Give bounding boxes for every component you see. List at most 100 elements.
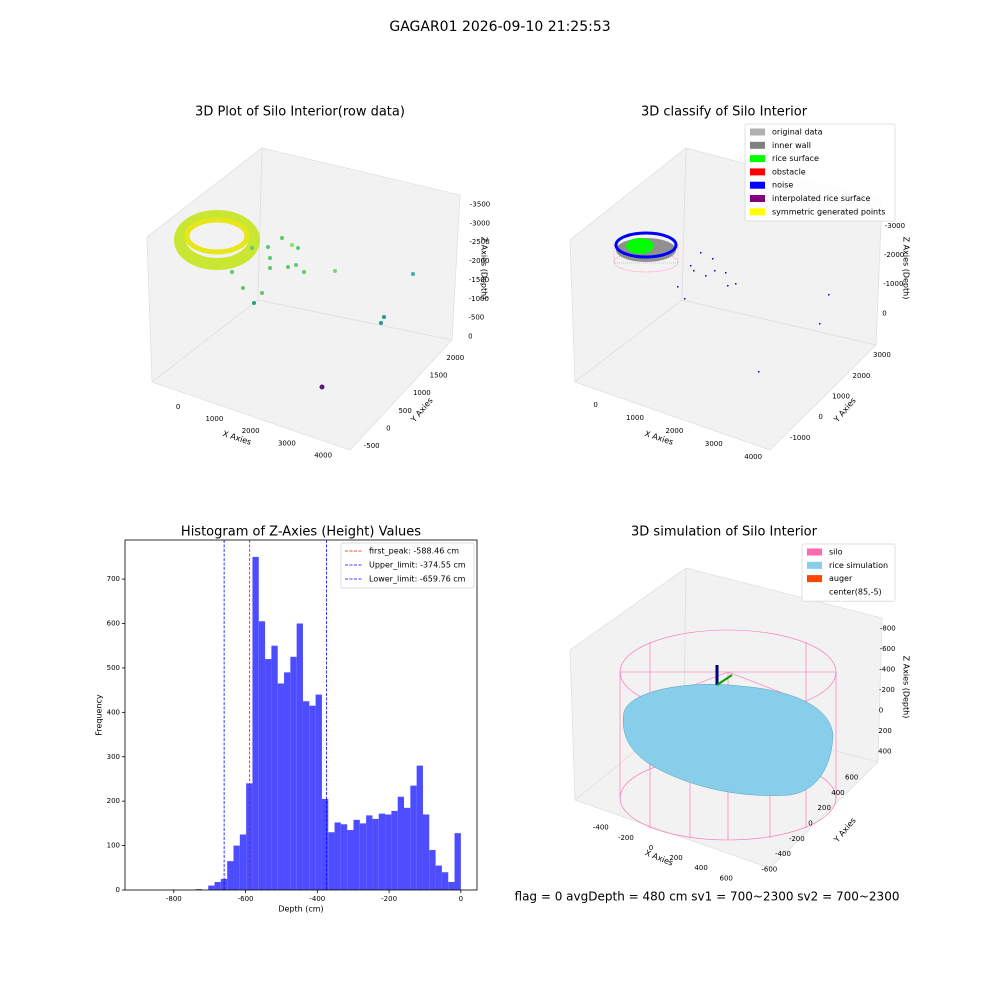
histogram-bar (321, 798, 329, 890)
legend-label: rice surface (772, 154, 819, 163)
y-tick-label: -400 (775, 850, 791, 858)
y-tick-label: 1500 (430, 372, 448, 380)
histogram-bar (441, 872, 449, 890)
z-tick-label: 400 (878, 748, 891, 756)
x-tick-label: -200 (618, 834, 634, 842)
histogram-bar (410, 785, 417, 890)
panel-title: 3D Plot of Silo Interior(row data) (195, 105, 405, 120)
z-tick-label: -3000 (885, 222, 905, 230)
y-tick-label: 0 (808, 820, 812, 828)
legend-swatch (750, 208, 765, 216)
histogram-bar (359, 823, 367, 890)
z-tick-label: 0 (879, 707, 883, 715)
y-tick-label: 400 (107, 708, 120, 716)
y-tick-label: -200 (789, 835, 805, 843)
histogram-bar (315, 694, 322, 890)
legend-swatch (750, 128, 765, 136)
x-tick-label: 3000 (278, 439, 296, 447)
z-tick-label: -3500 (470, 201, 490, 209)
x-tick-label: 2000 (242, 427, 260, 435)
y-tick-label: -500 (364, 442, 380, 450)
y-tick-label: 1000 (832, 392, 850, 400)
legend-label: original data (772, 128, 823, 137)
histogram-bar (391, 810, 398, 890)
legend-label: first_peak: -588.46 cm (369, 547, 459, 556)
x-tick-label: -400 (309, 895, 325, 903)
histogram-bar (246, 783, 253, 890)
z-tick-label: -1500 (469, 276, 489, 284)
histogram-bar (385, 814, 392, 890)
histogram-bar (239, 834, 247, 890)
y-axis-label: Y Axies (832, 816, 858, 845)
histogram-bar (429, 850, 436, 890)
x-tick-label: 1000 (626, 414, 644, 422)
histogram-bar (340, 824, 348, 890)
y-tick-label: 2000 (853, 372, 871, 380)
legend-label: noise (772, 181, 793, 190)
point-cloud (613, 231, 830, 373)
histogram-bar (397, 796, 405, 890)
z-axis-label: Z Axies (Depth) (902, 237, 911, 300)
y-axis-label: Y Axies (409, 396, 435, 425)
panel-title: 3D simulation of Silo Interior (631, 525, 818, 540)
y-tick-label: 300 (107, 753, 120, 761)
histogram-bar (252, 556, 259, 890)
y-tick-label: 600 (107, 620, 120, 628)
y-tick-label: 500 (107, 664, 120, 672)
histogram-bar (347, 830, 354, 890)
z-tick-label: -1000 (883, 280, 903, 288)
z-tick-label: -600 (880, 645, 896, 653)
histogram-bar (378, 813, 386, 890)
figure-title: GAGAR01 2026-09-10 21:25:53 (389, 19, 610, 35)
axes-frame (124, 539, 478, 891)
panel-title: Histogram of Z-Axies (Height) Values (181, 525, 421, 540)
histogram-bar (195, 889, 202, 890)
histogram-bar (328, 832, 335, 890)
z-tick-label: 0 (468, 332, 472, 340)
x-tick-label: 0 (649, 844, 653, 852)
x-tick-label: -400 (593, 824, 609, 832)
z-tick-label: -2500 (469, 238, 489, 246)
legend-label: interpolated rice surface (772, 194, 870, 203)
z-tick-label: -3000 (470, 219, 490, 227)
z-tick-label: -2000 (469, 257, 489, 265)
z-tick-label: -2000 (884, 251, 904, 259)
footer-status: flag = 0 avgDepth = 480 cm sv1 = 700~230… (515, 890, 900, 904)
y-tick-label: 3000 (873, 351, 891, 359)
x-tick-label: 200 (669, 854, 682, 862)
z-tick-label: -200 (879, 686, 895, 694)
legend-label: inner wall (772, 141, 811, 150)
histogram-bar (334, 822, 341, 890)
histogram-bar (309, 705, 316, 890)
y-axis-label: Frequency (95, 694, 104, 736)
y-tick-label: 100 (107, 842, 120, 850)
axes-3d-panes (569, 147, 883, 451)
rice-surface (622, 665, 834, 796)
z-tick-label: -500 (468, 314, 484, 322)
z-axis-label: Z Axies (Depth) (902, 656, 911, 719)
legend-box (340, 542, 475, 589)
legend-label: silo (829, 548, 843, 557)
x-tick-label: -600 (238, 895, 254, 903)
histogram-bar (296, 623, 303, 890)
x-tick-label: -800 (166, 895, 182, 903)
y-tick-label: 400 (831, 789, 844, 797)
x-tick-label: 1000 (205, 415, 223, 423)
legend-box (801, 543, 896, 602)
y-tick-label: 0 (818, 413, 822, 421)
point-cloud (174, 210, 415, 390)
histogram-bar (208, 885, 215, 890)
histogram-bar (454, 833, 461, 890)
axes-3d-panes (146, 147, 461, 451)
legend-swatch (750, 141, 765, 149)
z-tick-label: 0 (882, 309, 886, 317)
y-tick-label: 200 (107, 797, 120, 805)
x-tick-label: 0 (593, 401, 597, 409)
y-tick-label: 2000 (446, 354, 464, 362)
legend-swatch (807, 548, 822, 556)
histogram-bar (302, 701, 310, 890)
histogram-bar (284, 672, 291, 890)
x-tick-label: -200 (381, 895, 397, 903)
z-tick-label: -1000 (469, 295, 489, 303)
